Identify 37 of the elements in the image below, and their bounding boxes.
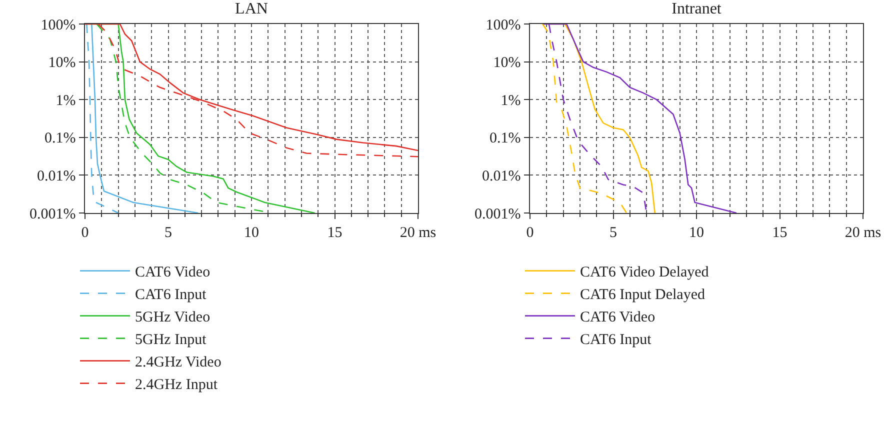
chart-title: LAN bbox=[235, 0, 268, 18]
legend-label: CAT6 Input bbox=[580, 332, 652, 348]
y-tick-label: 0.1% bbox=[44, 130, 76, 147]
x-tick-label: 10 bbox=[689, 225, 704, 242]
x-tick-label: 15 bbox=[772, 225, 788, 242]
x-tick-label: 5 bbox=[610, 225, 617, 242]
legend-label: 2.4GHz Input bbox=[135, 377, 218, 394]
legend-label: CAT6 Video Delayed bbox=[580, 264, 710, 281]
legend-label: CAT6 Input bbox=[135, 287, 208, 304]
y-tick-label: 100% bbox=[40, 17, 76, 34]
y-tick-label: 10% bbox=[48, 55, 76, 72]
x-tick-label: 0 bbox=[526, 225, 534, 242]
y-tick-label: 0.01% bbox=[37, 168, 76, 184]
y-tick-label: 0.1% bbox=[490, 130, 521, 147]
x-tick-label: 0 bbox=[81, 225, 89, 242]
legend-label: 2.4GHz Video bbox=[135, 354, 222, 371]
x-tick-label: 15 bbox=[327, 225, 342, 242]
x-tick-label: 10 bbox=[244, 225, 259, 242]
y-tick-label: 0.01% bbox=[482, 168, 521, 184]
y-tick-label: 1% bbox=[500, 92, 521, 109]
legend-label: 5GHz Video bbox=[135, 310, 210, 326]
y-tick-label: 0.001% bbox=[30, 206, 76, 222]
x-tick-label: 5 bbox=[164, 225, 172, 242]
legend-label: CAT6 Video bbox=[135, 264, 210, 281]
legend-label: CAT6 Video bbox=[580, 310, 656, 326]
line-series bbox=[91, 24, 199, 213]
y-tick-label: 100% bbox=[486, 17, 521, 34]
chart-title: Intranet bbox=[672, 0, 722, 18]
line-series bbox=[86, 24, 119, 213]
y-tick-label: 0.001% bbox=[474, 206, 521, 222]
x-tick-label: 20 ms bbox=[844, 225, 882, 242]
y-tick-label: 1% bbox=[56, 92, 76, 109]
legend-label: CAT6 Input Delayed bbox=[580, 287, 706, 304]
x-tick-label: 20 ms bbox=[400, 225, 436, 242]
line-series bbox=[542, 24, 738, 213]
y-tick-label: 10% bbox=[493, 55, 521, 72]
legend-label: 5GHz Input bbox=[135, 332, 208, 348]
